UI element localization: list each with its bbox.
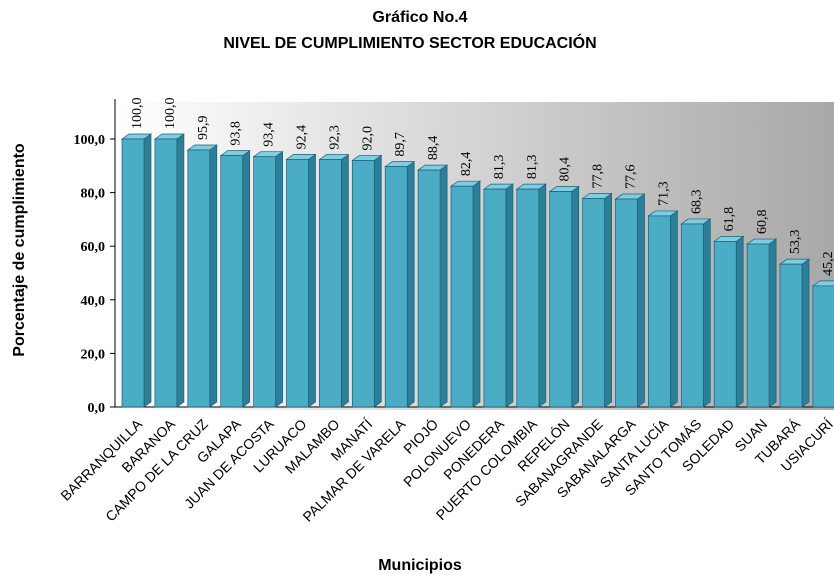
data-label: 77,6 xyxy=(624,165,639,190)
data-label: 100,0 xyxy=(163,98,178,130)
bar-side xyxy=(275,151,283,408)
bar xyxy=(648,215,671,408)
bar-side xyxy=(308,153,316,408)
bar xyxy=(450,185,474,408)
y-tick-label: 100,0 xyxy=(74,133,106,148)
bar xyxy=(253,156,276,408)
bar xyxy=(121,138,145,408)
data-label: 81,3 xyxy=(492,155,507,180)
data-label: 77,8 xyxy=(591,164,606,189)
bar-side xyxy=(406,160,415,408)
data-label: 100,0 xyxy=(130,98,145,130)
bar-side xyxy=(670,210,678,408)
data-label: 93,4 xyxy=(262,122,277,147)
data-label: 95,9 xyxy=(196,115,211,140)
bar-side xyxy=(341,153,349,408)
bar xyxy=(319,159,342,408)
data-label: 53,3 xyxy=(788,230,803,255)
bar xyxy=(582,198,605,408)
x-axis-label: Municipios xyxy=(378,557,462,574)
bar-side xyxy=(538,183,547,408)
bar xyxy=(483,188,507,408)
data-label: 68,3 xyxy=(689,189,704,214)
data-label: 92,0 xyxy=(360,126,375,151)
chart-subtitle: NIVEL DE CUMPLIMIENTO SECTOR EDUCACIÓN xyxy=(223,33,596,52)
y-tick-label: 80,0 xyxy=(81,187,106,202)
bar xyxy=(713,241,737,408)
bar-side xyxy=(571,185,580,408)
bar-side xyxy=(702,218,711,408)
bar-side xyxy=(505,183,514,408)
data-label: 93,8 xyxy=(229,121,244,146)
data-label: 45,2 xyxy=(821,251,834,276)
bar xyxy=(680,223,704,408)
bar xyxy=(516,188,540,408)
data-label: 92,3 xyxy=(327,125,342,150)
bar-side xyxy=(604,192,612,408)
bar xyxy=(384,166,408,408)
bar-side xyxy=(242,149,251,408)
bar-side xyxy=(768,238,777,408)
bar-side xyxy=(209,144,218,408)
y-tick-label: 0,0 xyxy=(88,401,106,416)
y-tick-label: 40,0 xyxy=(81,294,106,309)
bar-side xyxy=(735,235,744,408)
bar xyxy=(549,191,573,408)
data-label: 61,8 xyxy=(722,207,737,232)
bar-side xyxy=(801,258,810,408)
bar-side xyxy=(176,133,185,408)
chart-title: Gráfico No.4 xyxy=(372,9,467,26)
bar-side xyxy=(143,133,152,408)
data-label: 92,4 xyxy=(295,125,310,150)
bar xyxy=(417,169,441,408)
bar xyxy=(220,155,244,408)
bar xyxy=(779,263,803,408)
bar xyxy=(812,285,834,408)
bar xyxy=(615,198,638,408)
data-label: 89,7 xyxy=(393,132,408,157)
bar-side xyxy=(373,154,382,408)
bar xyxy=(351,160,375,408)
bar xyxy=(154,138,178,408)
data-label: 81,3 xyxy=(525,155,540,180)
data-label: 60,8 xyxy=(755,210,770,235)
data-label: 71,3 xyxy=(656,181,671,206)
bar xyxy=(746,243,770,408)
data-label: 82,4 xyxy=(459,152,474,177)
data-label: 88,4 xyxy=(426,136,441,161)
y-tick-label: 60,0 xyxy=(81,240,106,255)
bar xyxy=(286,159,309,408)
data-label: 80,4 xyxy=(558,157,573,182)
bar xyxy=(187,149,211,408)
y-tick-label: 20,0 xyxy=(81,347,106,362)
bar-side xyxy=(637,193,645,408)
y-axis-label: Porcentaje de cumplimiento xyxy=(11,143,28,357)
bar-side xyxy=(472,180,481,408)
bar-side xyxy=(439,164,448,408)
